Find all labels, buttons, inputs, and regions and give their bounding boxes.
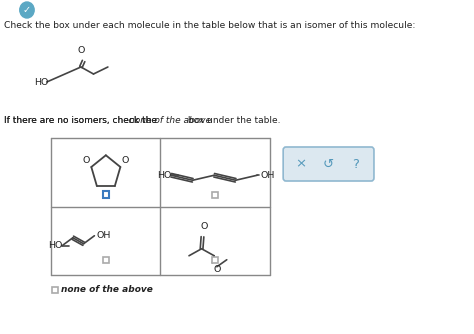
Bar xyxy=(212,257,218,263)
Bar xyxy=(103,257,109,263)
Text: ?: ? xyxy=(353,158,359,170)
Bar xyxy=(52,287,57,293)
Text: If there are no isomers, check the: If there are no isomers, check the xyxy=(4,116,160,125)
Text: none of the above: none of the above xyxy=(61,286,153,295)
Text: ×: × xyxy=(296,158,307,170)
Text: HO: HO xyxy=(34,77,48,87)
Bar xyxy=(103,191,109,198)
Text: Check the box under each molecule in the table below that is an isomer of this m: Check the box under each molecule in the… xyxy=(4,21,416,30)
Text: HO: HO xyxy=(157,171,171,180)
Text: O: O xyxy=(82,156,90,165)
Text: ✓: ✓ xyxy=(23,5,31,15)
FancyBboxPatch shape xyxy=(283,147,374,181)
Text: ↺: ↺ xyxy=(323,158,334,170)
Text: box under the table.: box under the table. xyxy=(185,116,281,125)
Circle shape xyxy=(20,2,34,18)
Text: OH: OH xyxy=(96,231,110,240)
Text: OH: OH xyxy=(261,171,275,180)
Bar xyxy=(212,191,218,197)
Text: O: O xyxy=(77,46,84,55)
Text: O: O xyxy=(213,265,221,274)
Text: HO: HO xyxy=(48,241,62,250)
Text: none of the above: none of the above xyxy=(128,116,210,125)
Text: O: O xyxy=(201,222,208,231)
Text: O: O xyxy=(121,156,128,165)
Text: If there are no isomers, check the: If there are no isomers, check the xyxy=(4,116,160,125)
